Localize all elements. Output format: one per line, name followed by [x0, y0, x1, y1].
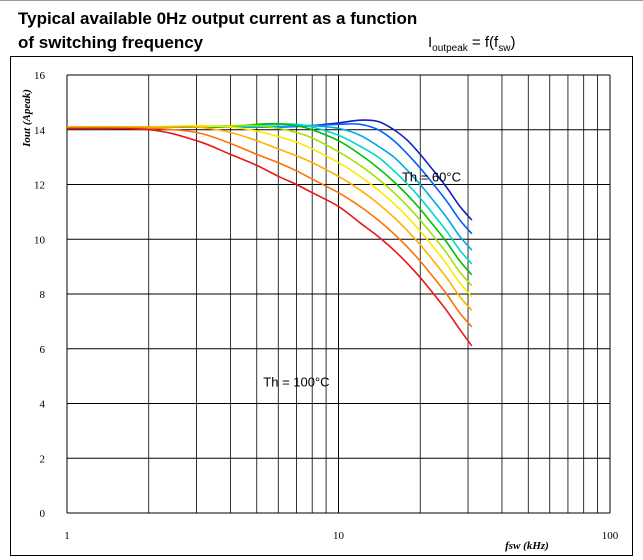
y-tick-label: 4 — [40, 399, 46, 411]
grid-lines — [66, 74, 611, 514]
annotations: Th = 60°C Th = 100°C — [263, 169, 461, 389]
series-line-6 — [66, 124, 473, 287]
series-line-7 — [66, 124, 473, 298]
y-tick-label: 10 — [34, 234, 46, 246]
x-axis-label: fsw (kHz) — [505, 540, 549, 552]
series-line-8 — [67, 125, 473, 311]
series-line-10 — [66, 127, 473, 347]
formula-eq: = f(f — [467, 34, 499, 51]
formula-arg-sub: sw — [498, 43, 511, 54]
top-rule — [0, 0, 643, 1]
chart-frame — [10, 56, 633, 556]
formula-lhs: I — [428, 34, 433, 51]
tick-labels: 0 2 4 6 8 10 12 14 16 1 10 100 — [34, 70, 619, 542]
formula-label: Ioutpeak = f(fsw) — [428, 34, 515, 54]
y-tick-label: 14 — [34, 125, 46, 137]
y-tick-label: 12 — [34, 180, 45, 192]
formula-lhs-sub: outpeak — [432, 43, 468, 54]
y-tick-label: 16 — [34, 70, 46, 82]
formula-close: ) — [510, 34, 516, 51]
x-tick-label: 10 — [333, 530, 345, 542]
series-group — [66, 119, 473, 347]
y-axis-label: Iout (Apeak) — [21, 89, 33, 148]
annotation-2: Th = 100°C — [263, 375, 329, 390]
annotation-1: Th = 60°C — [402, 169, 461, 184]
series-line-9 — [66, 127, 473, 328]
chart-title-line-2: of switching frequency — [18, 33, 204, 52]
axis-labels: fsw (kHz) Iout (Apeak) — [21, 89, 549, 552]
chart-title-line-1: Typical available 0Hz output current as … — [18, 9, 418, 28]
x-tick-label: 100 — [602, 530, 619, 542]
x-tick-label: 1 — [64, 530, 70, 542]
y-tick-label: 8 — [40, 289, 46, 301]
y-tick-label: 6 — [40, 344, 46, 356]
y-tick-label: 0 — [40, 508, 46, 520]
y-tick-label: 2 — [40, 453, 46, 465]
